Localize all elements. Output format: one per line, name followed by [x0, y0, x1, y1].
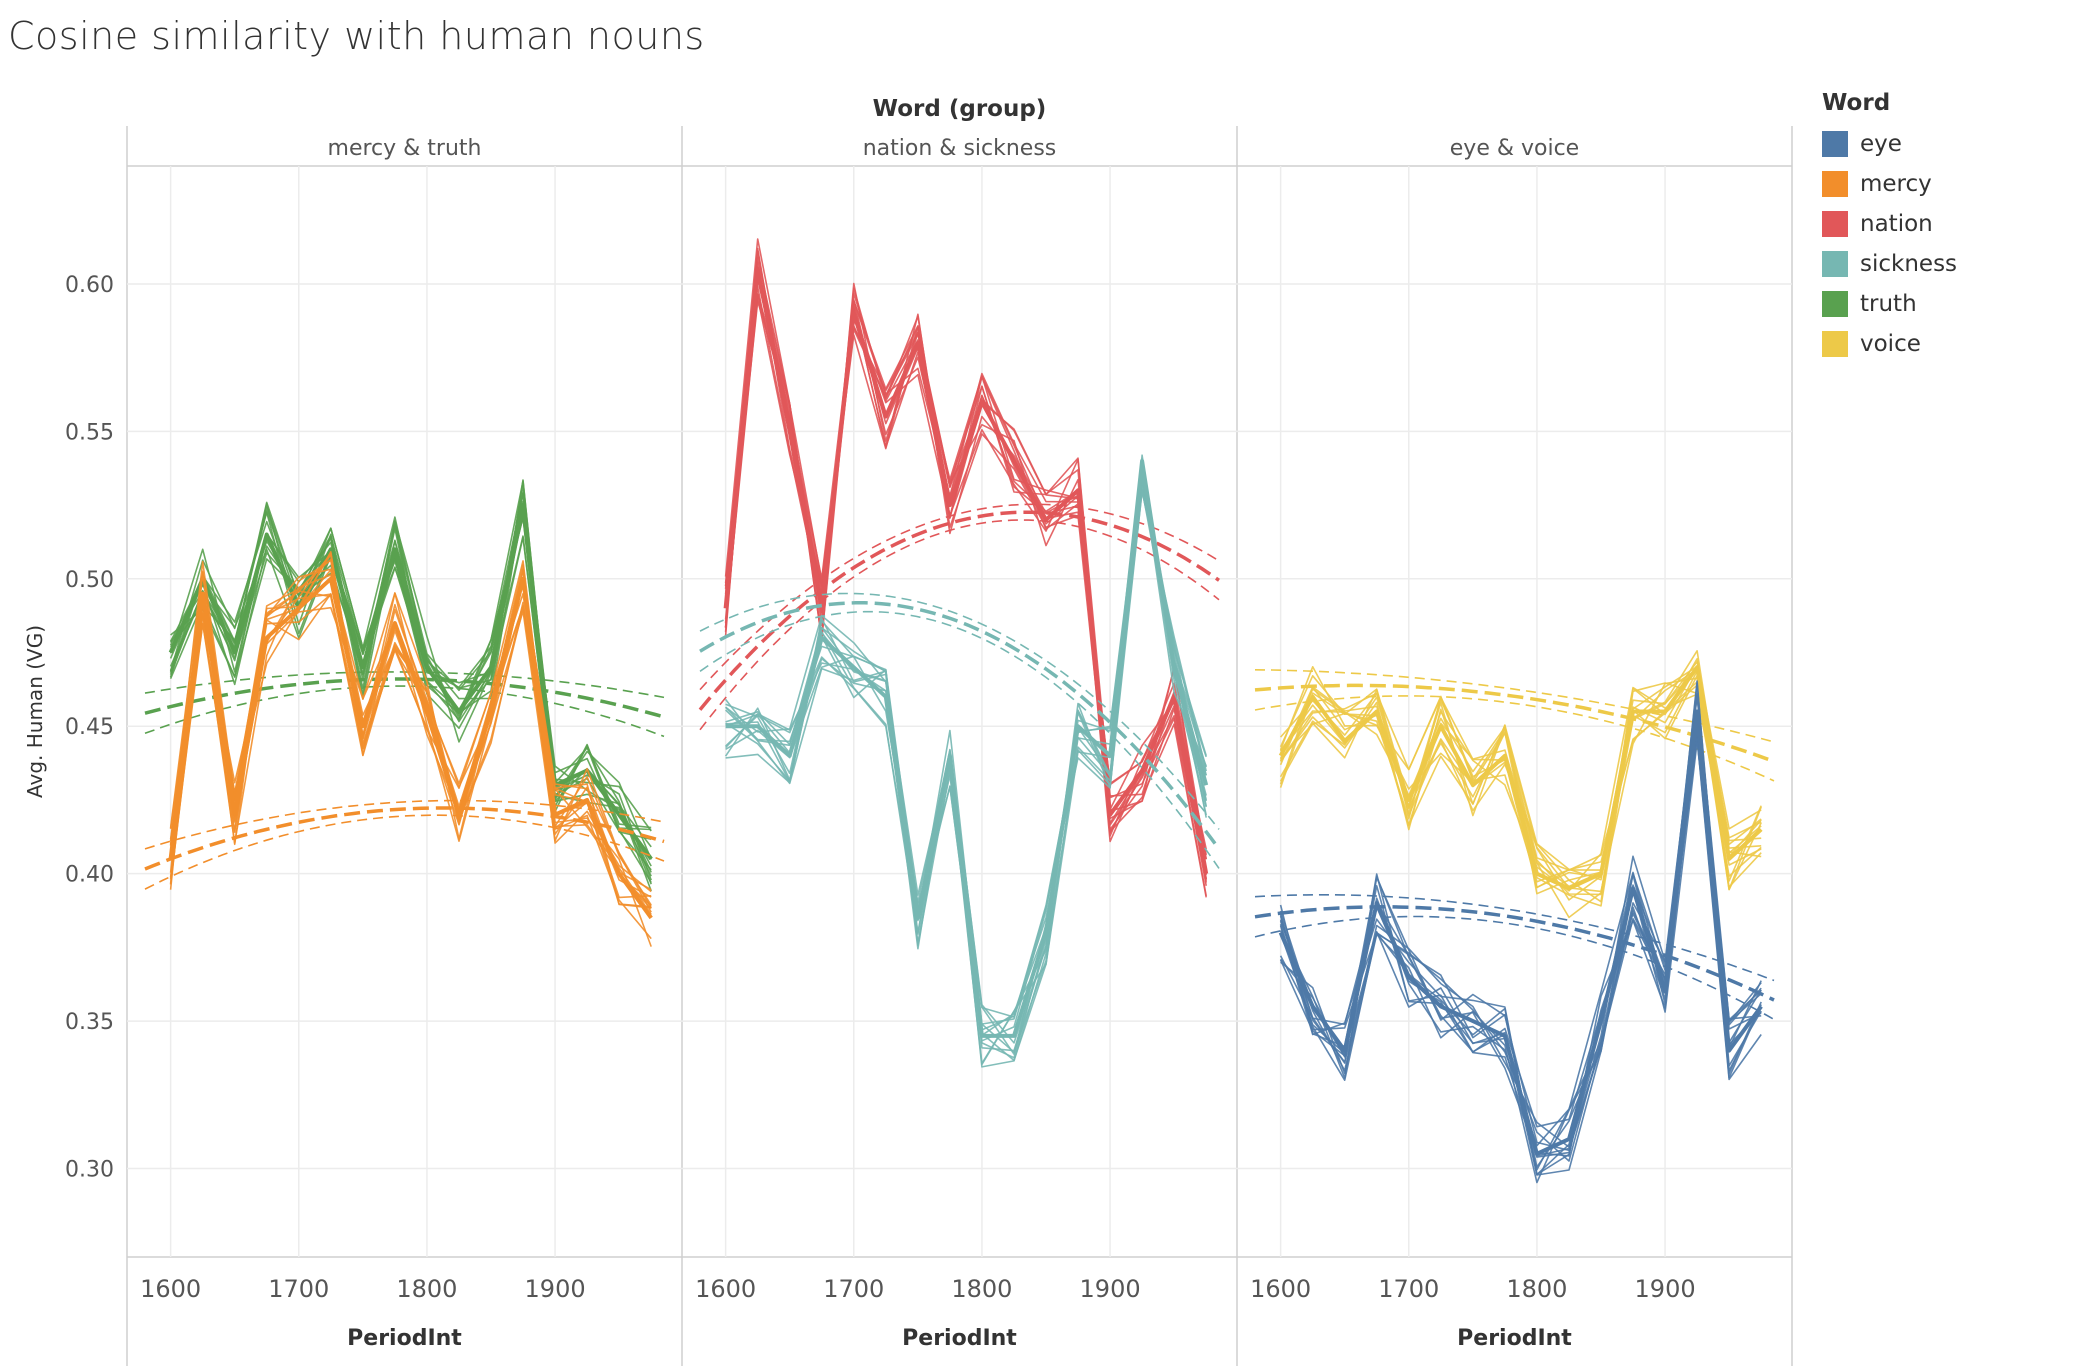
- x-axis-label: PeriodInt: [902, 1326, 1017, 1351]
- legend-items: eye mercy nation sickness truth voice: [1822, 124, 1957, 364]
- axis-labels: Word (group) 0.30 0.35 0.40 0.45 0.50 0.55 0.60…: [23, 96, 1696, 1351]
- legend-item-sickness[interactable]: sickness: [1822, 244, 1957, 284]
- series-line-mercy: [169, 553, 652, 898]
- legend-item-eye[interactable]: eye: [1822, 124, 1957, 164]
- legend-item-nation[interactable]: nation: [1822, 204, 1957, 244]
- trend-upper-band-truth: [144, 671, 665, 699]
- y-tick-label: 0.35: [65, 1010, 114, 1035]
- series-truth: [144, 479, 665, 892]
- x-tick-label: 1600: [695, 1275, 756, 1303]
- gridlines: [127, 166, 1792, 1257]
- x-tick-label: 1600: [1250, 1275, 1311, 1303]
- x-tick-label: 1700: [1378, 1275, 1439, 1303]
- series-eye: [1254, 680, 1775, 1184]
- x-axis-label: PeriodInt: [347, 1326, 462, 1351]
- panel-label: mercy & truth: [328, 136, 482, 161]
- series-line-voice: [1279, 665, 1762, 889]
- series-line-voice: [1280, 665, 1762, 883]
- panel-label: nation & sickness: [863, 136, 1057, 161]
- x-tick-label: 1800: [951, 1275, 1012, 1303]
- series-main-line-truth: [168, 503, 653, 861]
- trend-line-truth: [144, 677, 665, 719]
- legend-label: mercy: [1860, 171, 1932, 197]
- legend-label: sickness: [1860, 251, 1958, 277]
- legend-swatch: [1822, 171, 1848, 197]
- series-sickness: [699, 454, 1221, 1068]
- legend-title: Word: [1822, 90, 1891, 116]
- y-axis-label: Avg. Human (VG): [23, 625, 47, 798]
- trend-lower-band-truth: [144, 685, 665, 738]
- trend-lower-band-voice: [1254, 695, 1775, 782]
- column-header: Word (group): [873, 96, 1047, 122]
- series-mercy: [144, 550, 665, 947]
- legend-swatch: [1822, 331, 1848, 357]
- x-tick-label: 1700: [268, 1275, 329, 1303]
- series-line-nation: [724, 278, 1207, 875]
- legend-item-mercy[interactable]: mercy: [1822, 164, 1957, 204]
- y-tick-label: 0.45: [65, 715, 114, 740]
- trend-upper-band-voice: [1254, 669, 1775, 743]
- legend-label: nation: [1860, 211, 1933, 237]
- x-tick-label: 1700: [823, 1275, 884, 1303]
- legend-swatch: [1822, 131, 1848, 157]
- trend-line-mercy: [144, 806, 665, 871]
- legend-item-truth[interactable]: truth: [1822, 284, 1957, 324]
- legend-swatch: [1822, 291, 1848, 317]
- legend-swatch: [1822, 211, 1848, 237]
- trend-upper-band-mercy: [144, 799, 665, 850]
- panel-plot: [698, 238, 1221, 1068]
- series-line-nation: [724, 296, 1207, 881]
- series-main-line-eye: [1278, 709, 1763, 1156]
- x-tick-label: 1900: [1080, 1275, 1141, 1303]
- series-line-nation: [724, 257, 1207, 883]
- y-tick-label: 0.55: [65, 420, 114, 445]
- legend-label: truth: [1860, 291, 1917, 317]
- series-line-sickness: [725, 490, 1207, 1055]
- series-line-voice: [1279, 670, 1762, 882]
- series-main-line-nation: [723, 267, 1209, 875]
- legend: Word eye mercy nation sickness truth voice: [1822, 90, 1957, 364]
- trend-upper-band-eye: [1254, 893, 1775, 982]
- y-tick-label: 0.40: [65, 863, 114, 888]
- x-tick-label: 1900: [1635, 1275, 1696, 1303]
- series-main-line-sickness: [725, 458, 1209, 1038]
- y-tick-label: 0.60: [65, 273, 114, 298]
- panel-plot: [144, 479, 665, 947]
- x-tick-label: 1800: [1506, 1275, 1567, 1303]
- trend-line-nation: [698, 510, 1220, 711]
- series-line-truth: [169, 516, 652, 885]
- panel-label: eye & voice: [1450, 136, 1579, 161]
- chart-title: Cosine similarity with human nouns: [8, 14, 705, 58]
- series-main-line-mercy: [168, 576, 653, 920]
- trend-upper-band-nation: [699, 503, 1220, 691]
- x-tick-label: 1600: [140, 1275, 201, 1303]
- panel-plot: [1254, 649, 1775, 1184]
- series-line-eye: [1280, 741, 1762, 1184]
- trend-lower-band-sickness: [699, 610, 1220, 869]
- x-axis-label: PeriodInt: [1457, 1326, 1572, 1351]
- y-tick-label: 0.50: [65, 568, 114, 593]
- trend-line-voice: [1254, 683, 1775, 764]
- y-tick-label: 0.30: [65, 1158, 114, 1183]
- x-tick-label: 1800: [396, 1275, 457, 1303]
- legend-swatch: [1822, 251, 1848, 277]
- trend-line-sickness: [699, 601, 1221, 850]
- plot-area: [144, 238, 1775, 1184]
- legend-label: eye: [1860, 131, 1902, 157]
- series-voice: [1254, 649, 1775, 919]
- series-nation: [698, 238, 1220, 898]
- series-main-line-voice: [1278, 665, 1763, 891]
- trend-lower-band-eye: [1254, 915, 1775, 1021]
- series-line-nation: [724, 287, 1207, 898]
- chart-frame: [126, 126, 1793, 1366]
- legend-label: voice: [1860, 331, 1921, 357]
- x-tick-label: 1900: [525, 1275, 586, 1303]
- legend-item-voice[interactable]: voice: [1822, 324, 1957, 364]
- trend-line-eye: [1254, 905, 1775, 1002]
